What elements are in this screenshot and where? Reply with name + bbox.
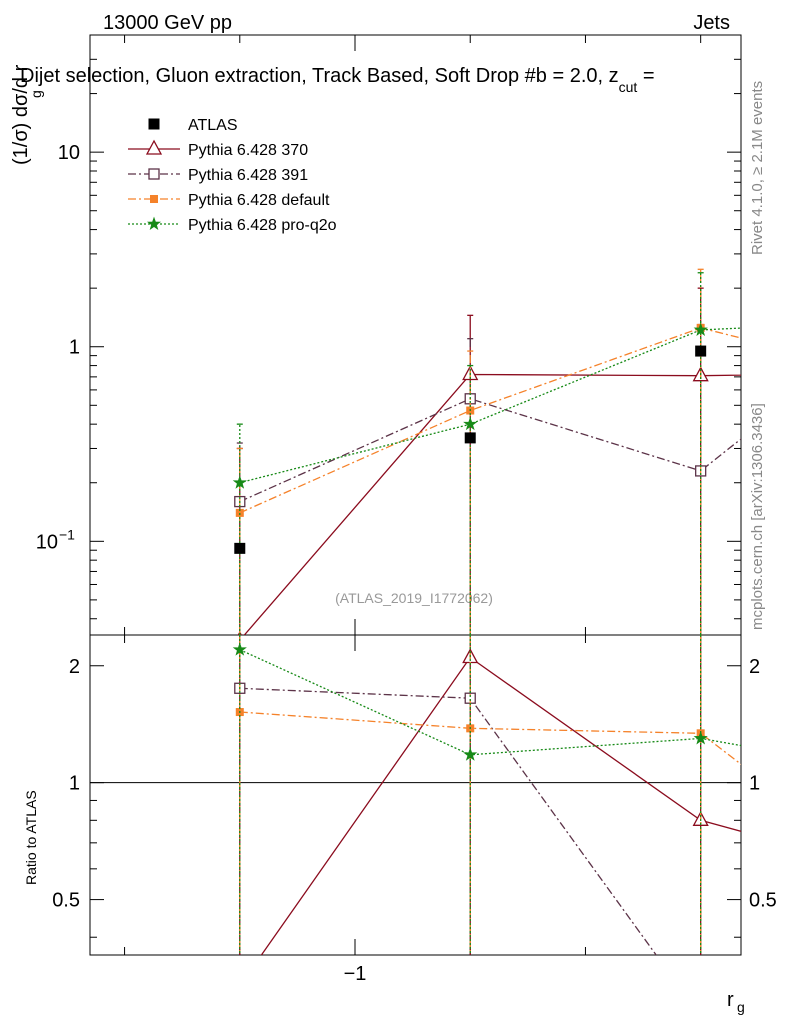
legend-label: Pythia 6.428 pro-q2o bbox=[188, 217, 337, 234]
ratio-ylabel: Ratio to ATLAS bbox=[23, 790, 39, 885]
subtitle-sub: cut bbox=[619, 79, 638, 95]
ratio-axis-ticks: 0.5 0.5 1 1 2 2 bbox=[52, 656, 777, 938]
ratio-line bbox=[239, 649, 741, 756]
ratio-line bbox=[239, 711, 741, 766]
ratio-series-pythia-6-428-391 bbox=[234, 635, 706, 1022]
ratio-point bbox=[233, 978, 247, 991]
main-ytick-label: 1 bbox=[69, 337, 80, 359]
ratio-line bbox=[260, 656, 741, 955]
ratio-ytick-label-right: 0.5 bbox=[749, 890, 777, 912]
plot-subtitle: Dijet selection, Gluon extraction, Track… bbox=[20, 65, 655, 95]
data-point bbox=[693, 322, 708, 336]
legend-marker bbox=[148, 118, 160, 130]
main-data-layer bbox=[232, 268, 741, 635]
ratio-point bbox=[463, 747, 478, 761]
main-ylabel-text: (1/σ) dσ/d r bbox=[10, 64, 32, 165]
xlabel-sub: g bbox=[737, 999, 745, 1015]
legend-marker bbox=[148, 168, 160, 180]
legend-label: Pythia 6.428 391 bbox=[188, 167, 308, 184]
data-point bbox=[234, 542, 246, 554]
x-tick-label: −1 bbox=[344, 963, 367, 985]
ratio-ytick-label-left: 2 bbox=[69, 656, 80, 678]
main-ylabel-sub: g bbox=[28, 90, 44, 98]
legend-label: Pythia 6.428 370 bbox=[188, 142, 308, 159]
watermark: (ATLAS_2019_I1772062) bbox=[335, 590, 493, 606]
series-line bbox=[239, 398, 741, 503]
xlabel: r bbox=[727, 989, 734, 1011]
ratio-series-pythia-6-428-370 bbox=[233, 635, 741, 991]
series-line bbox=[239, 327, 741, 484]
legend-label: ATLAS bbox=[188, 117, 238, 134]
ratio-point bbox=[693, 730, 708, 745]
main-ytick-exponent: −1 bbox=[59, 526, 75, 542]
ratio-ytick-label-left: 1 bbox=[69, 773, 80, 795]
legend: ATLAS Pythia 6.428 370 Pythia 6.428 391 Pyt… bbox=[128, 117, 337, 234]
data-point bbox=[464, 432, 476, 444]
legend-entry: Pythia 6.428 391 bbox=[128, 167, 308, 184]
ratio-ytick-label-right: 2 bbox=[749, 656, 760, 678]
ratio-point bbox=[696, 1012, 706, 1022]
legend-entry: Pythia 6.428 370 bbox=[128, 139, 308, 159]
data-point bbox=[463, 416, 478, 431]
series-atlas bbox=[234, 345, 707, 554]
ratio-series-pythia-6-428-default bbox=[235, 635, 741, 955]
data-point bbox=[232, 475, 247, 489]
ratio-ytick-label-right: 1 bbox=[749, 773, 760, 795]
data-point bbox=[695, 345, 707, 357]
main-ytick-label: 10 bbox=[36, 531, 58, 553]
rivet-label: Rivet 4.1.0, ≥ 2.1M events bbox=[749, 81, 766, 255]
series-line bbox=[243, 373, 741, 635]
main-ytick-label: 10 bbox=[58, 142, 80, 164]
legend-entry: Pythia 6.428 pro-q2o bbox=[128, 216, 337, 234]
subtitle-main: Dijet selection, Gluon extraction, Track… bbox=[20, 65, 619, 87]
legend-marker bbox=[145, 139, 163, 155]
legend-entry: ATLAS bbox=[148, 117, 238, 134]
legend-entry: Pythia 6.428 default bbox=[128, 192, 330, 209]
legend-marker bbox=[146, 216, 162, 231]
data-point bbox=[235, 508, 244, 517]
header-right: Jets bbox=[693, 12, 730, 34]
series-line bbox=[239, 327, 741, 514]
series-pythia-6-428-pro-q2o bbox=[232, 272, 741, 635]
ratio-point bbox=[232, 642, 247, 656]
ratio-series-pythia-6-428-pro-q2o bbox=[232, 635, 741, 955]
series-pythia-6-428-370 bbox=[236, 287, 741, 635]
header-left: 13000 GeV pp bbox=[103, 12, 232, 34]
legend-label: Pythia 6.428 default bbox=[188, 192, 330, 209]
ratio-panel-frame bbox=[89, 634, 742, 956]
series-pythia-6-428-default bbox=[235, 268, 741, 635]
ratio-data-layer bbox=[232, 635, 741, 1022]
legend-marker bbox=[150, 195, 158, 203]
main-ylabel: (1/σ) dσ/d r bbox=[10, 64, 32, 165]
subtitle-tail: = bbox=[637, 65, 654, 87]
mcplots-label: mcplots.cern.ch [arXiv:1306.3436] bbox=[749, 403, 766, 630]
ratio-ytick-label-left: 0.5 bbox=[52, 890, 80, 912]
ratio-line bbox=[239, 687, 657, 955]
